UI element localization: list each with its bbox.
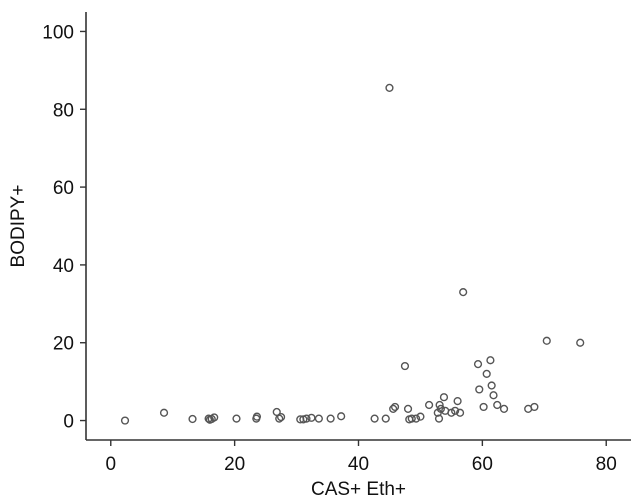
- data-point: [400, 361, 410, 371]
- data-point: [370, 414, 379, 423]
- data-point: [416, 412, 425, 421]
- data-point: [337, 412, 346, 421]
- data-point: [482, 369, 491, 378]
- data-point: [455, 408, 465, 417]
- data-point: [487, 381, 496, 390]
- x-tick-label: 80: [596, 454, 617, 475]
- data-point: [542, 336, 551, 345]
- x-tick-label: 20: [224, 454, 245, 475]
- data-point: [425, 400, 434, 410]
- x-axis-title: CAS+ Eth+: [311, 479, 406, 500]
- data-point: [459, 288, 468, 297]
- data-point: [159, 408, 169, 417]
- y-axis-ticks: 0 20 40 60 80 100: [42, 22, 86, 433]
- data-point: [473, 360, 483, 369]
- data-point: [530, 402, 539, 412]
- y-axis-title: BODIPY+: [8, 185, 29, 268]
- data-point: [276, 412, 286, 422]
- data-point: [499, 404, 509, 413]
- x-tick-label: 0: [105, 454, 116, 475]
- axes: [85, 12, 631, 441]
- data-point: [486, 356, 495, 365]
- x-tick-label: 60: [472, 454, 493, 475]
- data-point: [389, 404, 398, 413]
- data-point: [390, 402, 400, 412]
- data-point: [302, 414, 311, 423]
- y-tick-label: 20: [53, 334, 74, 355]
- data-point: [252, 412, 262, 421]
- data-point: [435, 400, 444, 410]
- y-tick-label: 40: [53, 256, 74, 277]
- data-point: [407, 414, 416, 423]
- data-point: [385, 83, 394, 92]
- y-tick-label: 100: [42, 22, 74, 43]
- data-point: [451, 406, 460, 415]
- data-point: [403, 404, 413, 413]
- data-point: [210, 413, 219, 422]
- data-point: [576, 338, 585, 347]
- data-point: [434, 414, 444, 423]
- x-tick-label: 40: [348, 454, 369, 475]
- data-point: [436, 404, 445, 413]
- data-point: [381, 414, 390, 423]
- data-point: [188, 414, 197, 424]
- data-point: [453, 396, 462, 406]
- data-point: [307, 413, 316, 422]
- y-tick-label: 80: [53, 100, 74, 121]
- data-point: [326, 414, 335, 423]
- data-points: [120, 83, 585, 425]
- data-point: [411, 414, 421, 423]
- data-point: [493, 400, 502, 410]
- data-point: [275, 414, 284, 423]
- x-axis-ticks: 0 20 40 60 80: [105, 440, 617, 475]
- data-point: [232, 414, 241, 423]
- y-tick-label: 0: [63, 412, 74, 433]
- data-point: [204, 414, 213, 423]
- data-point: [475, 385, 484, 394]
- data-point: [439, 393, 449, 402]
- data-point: [479, 402, 488, 412]
- data-point: [489, 391, 498, 400]
- y-tick-label: 60: [53, 178, 74, 199]
- data-point: [120, 416, 130, 425]
- data-point: [314, 414, 323, 423]
